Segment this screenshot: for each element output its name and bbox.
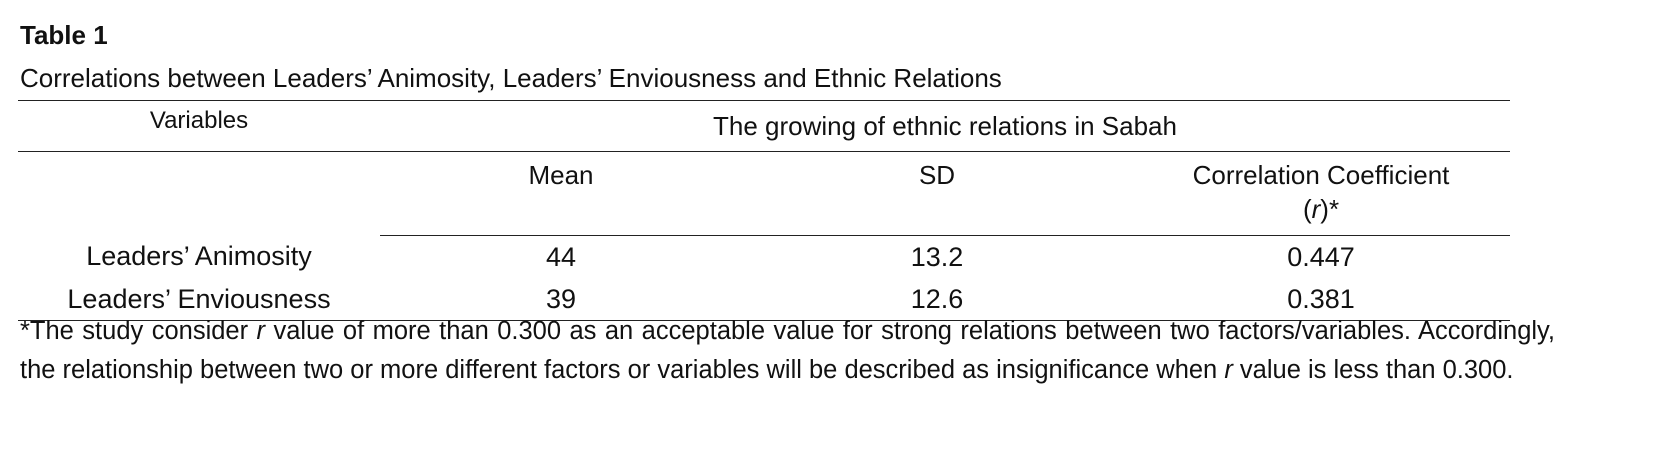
header-cell: Variables bbox=[149, 107, 249, 134]
header-text: Correlation Coefficient bbox=[1192, 160, 1450, 190]
subheader-row: Mean SD Correlation Coefficient (r)* bbox=[18, 151, 1510, 236]
cell: 0.381 bbox=[1287, 283, 1355, 314]
header-cell: SD bbox=[742, 151, 1132, 236]
table-caption: Correlations between Leaders’ Animosity,… bbox=[20, 63, 1002, 93]
cell: 44 bbox=[545, 241, 577, 272]
cell: 39 bbox=[545, 283, 577, 314]
note-text: *The study consider bbox=[20, 317, 257, 345]
data-row: Leaders’ Animosity 44 13.2 0.447 bbox=[18, 236, 1510, 279]
header-text: r bbox=[1311, 194, 1321, 224]
cell: Leaders’ Enviousness bbox=[67, 283, 331, 314]
note-text: r bbox=[1224, 355, 1233, 384]
cell: 0.447 bbox=[1287, 241, 1355, 272]
note-text: r bbox=[256, 317, 266, 345]
table-title: Table 1 bbox=[20, 20, 108, 50]
cell: 12.6 bbox=[910, 283, 964, 314]
header-text: )* bbox=[1320, 194, 1340, 224]
header-text: ( bbox=[1302, 194, 1312, 224]
header-row: Variables The growing of ethnic relation… bbox=[18, 100, 1510, 152]
data-row: Leaders’ Enviousness 39 12.6 0.381 bbox=[18, 278, 1510, 321]
cell: 13.2 bbox=[910, 241, 964, 272]
header-cell: Mean bbox=[380, 151, 742, 236]
note-text: value is less than 0.300. bbox=[1232, 355, 1514, 384]
note-text: value of more than 0.300 as an acceptabl… bbox=[20, 317, 1556, 384]
table-note: *The study consider r value of more than… bbox=[20, 312, 1555, 389]
cell: Leaders’ Animosity bbox=[86, 241, 312, 272]
table: Variables The growing of ethnic relation… bbox=[18, 100, 1510, 321]
header-cell: The growing of ethnic relations in Sabah bbox=[713, 110, 1177, 141]
header-cell: Correlation Coefficient (r)* bbox=[1132, 151, 1510, 236]
empty-cell bbox=[18, 152, 380, 236]
